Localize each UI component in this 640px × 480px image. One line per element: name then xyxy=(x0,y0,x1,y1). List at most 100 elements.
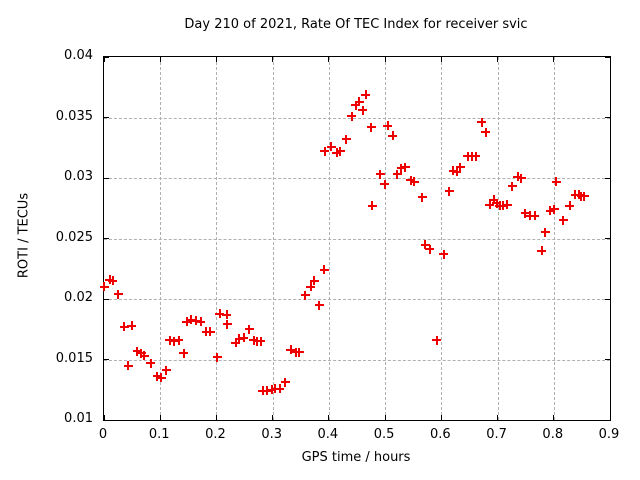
y-tick-label: 0.035 xyxy=(55,108,93,124)
data-point-marker xyxy=(294,347,304,357)
y-tick xyxy=(104,117,109,118)
y-tick-label: 0.04 xyxy=(64,48,93,63)
data-point-marker xyxy=(347,111,357,121)
data-point-marker xyxy=(481,127,491,137)
data-point-marker xyxy=(354,97,364,107)
data-point-marker xyxy=(455,162,465,172)
x-tick-label: 0.5 xyxy=(373,427,395,442)
y-tick xyxy=(605,117,610,118)
data-point-marker xyxy=(492,198,502,208)
x-tick-label: 0.1 xyxy=(148,427,170,442)
data-point-marker xyxy=(212,352,222,362)
data-point-marker xyxy=(452,167,461,177)
x-tick-label: 0.7 xyxy=(486,427,507,442)
x-tick-label: 0.3 xyxy=(261,427,282,442)
y-gridline xyxy=(104,238,610,240)
x-tick xyxy=(272,415,274,420)
x-tick xyxy=(384,57,386,62)
y-tick-label: 0.03 xyxy=(64,169,93,184)
data-point-marker xyxy=(249,335,259,345)
y-tick xyxy=(605,359,610,360)
data-point-marker xyxy=(383,121,393,131)
y-tick-label: 0.01 xyxy=(64,411,93,426)
data-point-marker xyxy=(113,289,123,299)
y-tick xyxy=(104,238,109,239)
data-point-marker xyxy=(123,361,133,371)
data-point-marker xyxy=(309,276,319,286)
data-point-marker xyxy=(196,317,206,327)
data-point-marker xyxy=(366,122,376,132)
data-point-marker xyxy=(152,371,162,381)
data-point-marker xyxy=(520,208,530,218)
x-tick xyxy=(272,57,274,62)
data-point-marker xyxy=(127,321,137,331)
x-tick xyxy=(440,57,442,62)
x-tick-label: 0.8 xyxy=(542,427,564,442)
data-point-marker xyxy=(513,172,523,182)
data-point-marker xyxy=(341,134,351,144)
data-point-marker xyxy=(448,166,458,176)
data-point-marker xyxy=(444,186,454,196)
data-point-marker xyxy=(234,334,244,344)
data-point-marker xyxy=(409,177,419,187)
x-tick-label: 0.2 xyxy=(205,427,226,442)
data-point-marker xyxy=(182,317,192,327)
x-tick-label: 0 xyxy=(98,427,108,442)
data-point-marker xyxy=(477,117,487,127)
x-tick xyxy=(609,57,611,62)
data-point-marker xyxy=(179,348,189,358)
x-tick xyxy=(328,415,330,420)
data-point-marker xyxy=(262,386,272,396)
data-point-marker xyxy=(136,348,146,358)
data-point-marker xyxy=(108,276,118,286)
x-tick xyxy=(215,415,217,420)
y-tick xyxy=(104,298,109,300)
y-tick xyxy=(605,419,610,421)
data-point-marker xyxy=(545,206,555,216)
x-tick-label: 0.4 xyxy=(317,427,339,442)
data-point-marker xyxy=(306,282,316,292)
y-axis-label: ROTI / TECUs xyxy=(16,192,32,279)
data-point-marker xyxy=(558,215,568,225)
data-point-marker xyxy=(286,345,296,355)
y-tick xyxy=(104,419,109,421)
data-point-marker xyxy=(222,310,232,320)
data-point-marker xyxy=(215,309,225,319)
x-tick xyxy=(103,57,105,62)
y-tick xyxy=(605,298,610,300)
data-point-marker xyxy=(439,249,449,259)
x-tick xyxy=(553,57,555,62)
data-point-marker xyxy=(231,338,241,348)
x-tick xyxy=(497,415,499,420)
y-tick-label: 0.015 xyxy=(55,350,93,366)
data-point-marker xyxy=(425,244,435,254)
x-tick xyxy=(384,415,386,420)
data-point-marker xyxy=(256,336,266,346)
data-point-marker xyxy=(396,163,406,173)
data-point-marker xyxy=(579,191,589,201)
x-tick xyxy=(159,415,161,420)
data-point-marker xyxy=(319,265,329,275)
data-point-marker xyxy=(165,335,175,345)
data-point-marker xyxy=(320,146,330,156)
data-point-marker xyxy=(380,179,390,189)
data-point-marker xyxy=(300,290,310,300)
data-point-marker xyxy=(191,316,201,326)
data-point-marker xyxy=(417,192,427,202)
data-point-marker xyxy=(239,333,249,343)
x-tick-label: 0.9 xyxy=(598,427,620,442)
x-tick xyxy=(553,415,555,420)
data-point-marker xyxy=(537,246,547,256)
data-point-marker xyxy=(502,200,512,210)
data-point-marker xyxy=(174,335,184,345)
data-point-marker xyxy=(400,162,410,172)
y-tick-label: 0.02 xyxy=(64,290,93,305)
data-point-marker xyxy=(361,90,371,99)
y-tick xyxy=(104,177,109,179)
y-gridline xyxy=(104,359,610,361)
data-point-marker xyxy=(420,240,430,250)
data-point-marker xyxy=(335,146,345,156)
data-point-marker xyxy=(489,195,499,205)
y-tick xyxy=(605,238,610,239)
